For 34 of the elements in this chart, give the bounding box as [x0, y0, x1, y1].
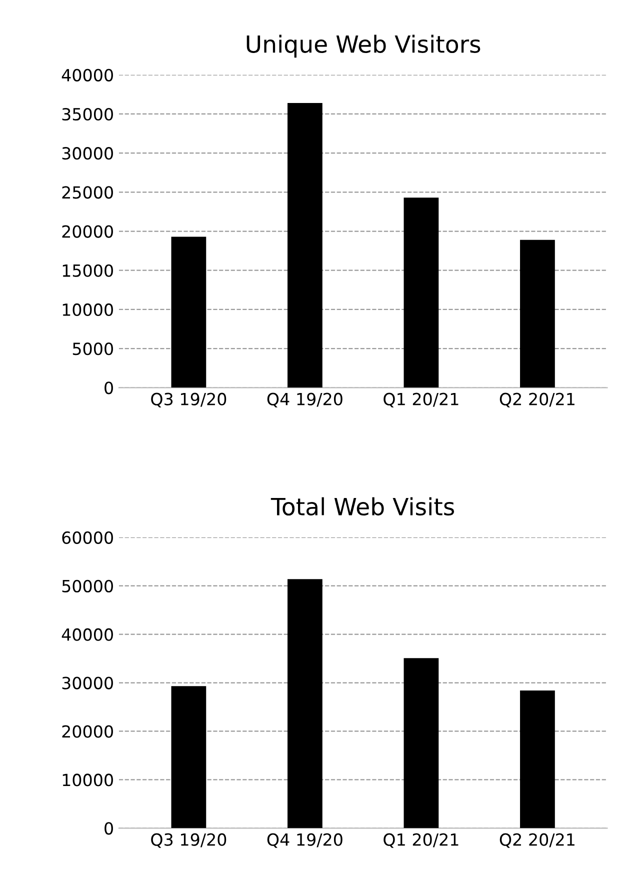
bar	[171, 236, 206, 388]
bar	[520, 690, 555, 828]
y-tick-label: 30000	[62, 147, 113, 160]
x-tick-label: Q2 20/21	[500, 833, 574, 848]
bar	[171, 686, 206, 828]
chart-title: Unique Web Visitors	[246, 34, 480, 58]
x-tick-label: Q1 20/21	[384, 833, 458, 848]
y-tick-label: 25000	[62, 186, 113, 199]
y-tick-label: 0	[104, 382, 113, 394]
y-tick-label: 40000	[62, 628, 113, 641]
y-tick-label: 20000	[62, 225, 113, 238]
bar	[288, 103, 322, 388]
x-tick-label: Q3 19/20	[151, 833, 226, 848]
y-tick-label: 50000	[62, 580, 113, 592]
x-tick-label: Q4 19/20	[267, 833, 342, 848]
y-tick-label: 15000	[62, 264, 113, 277]
x-tick-label: Q3 19/20	[151, 392, 226, 408]
x-tick-label: Q1 20/21	[384, 392, 458, 408]
x-tick-label: Q2 20/21	[500, 392, 574, 408]
y-tick-label: 60000	[62, 531, 113, 544]
bar	[404, 198, 439, 388]
y-tick-label: 40000	[62, 68, 113, 82]
bar	[288, 579, 322, 828]
y-tick-label: 20000	[62, 725, 113, 738]
bar	[520, 240, 555, 388]
y-tick-label: 5000	[72, 342, 113, 356]
y-tick-label: 0	[104, 822, 113, 835]
chart-title: Total Web Visits	[270, 497, 454, 516]
y-tick-label: 10000	[62, 303, 113, 316]
y-tick-label: 30000	[62, 676, 113, 690]
y-tick-label: 35000	[62, 108, 113, 121]
y-tick-label: 10000	[62, 774, 113, 786]
bar	[404, 658, 439, 828]
x-tick-label: Q4 19/20	[267, 392, 342, 408]
